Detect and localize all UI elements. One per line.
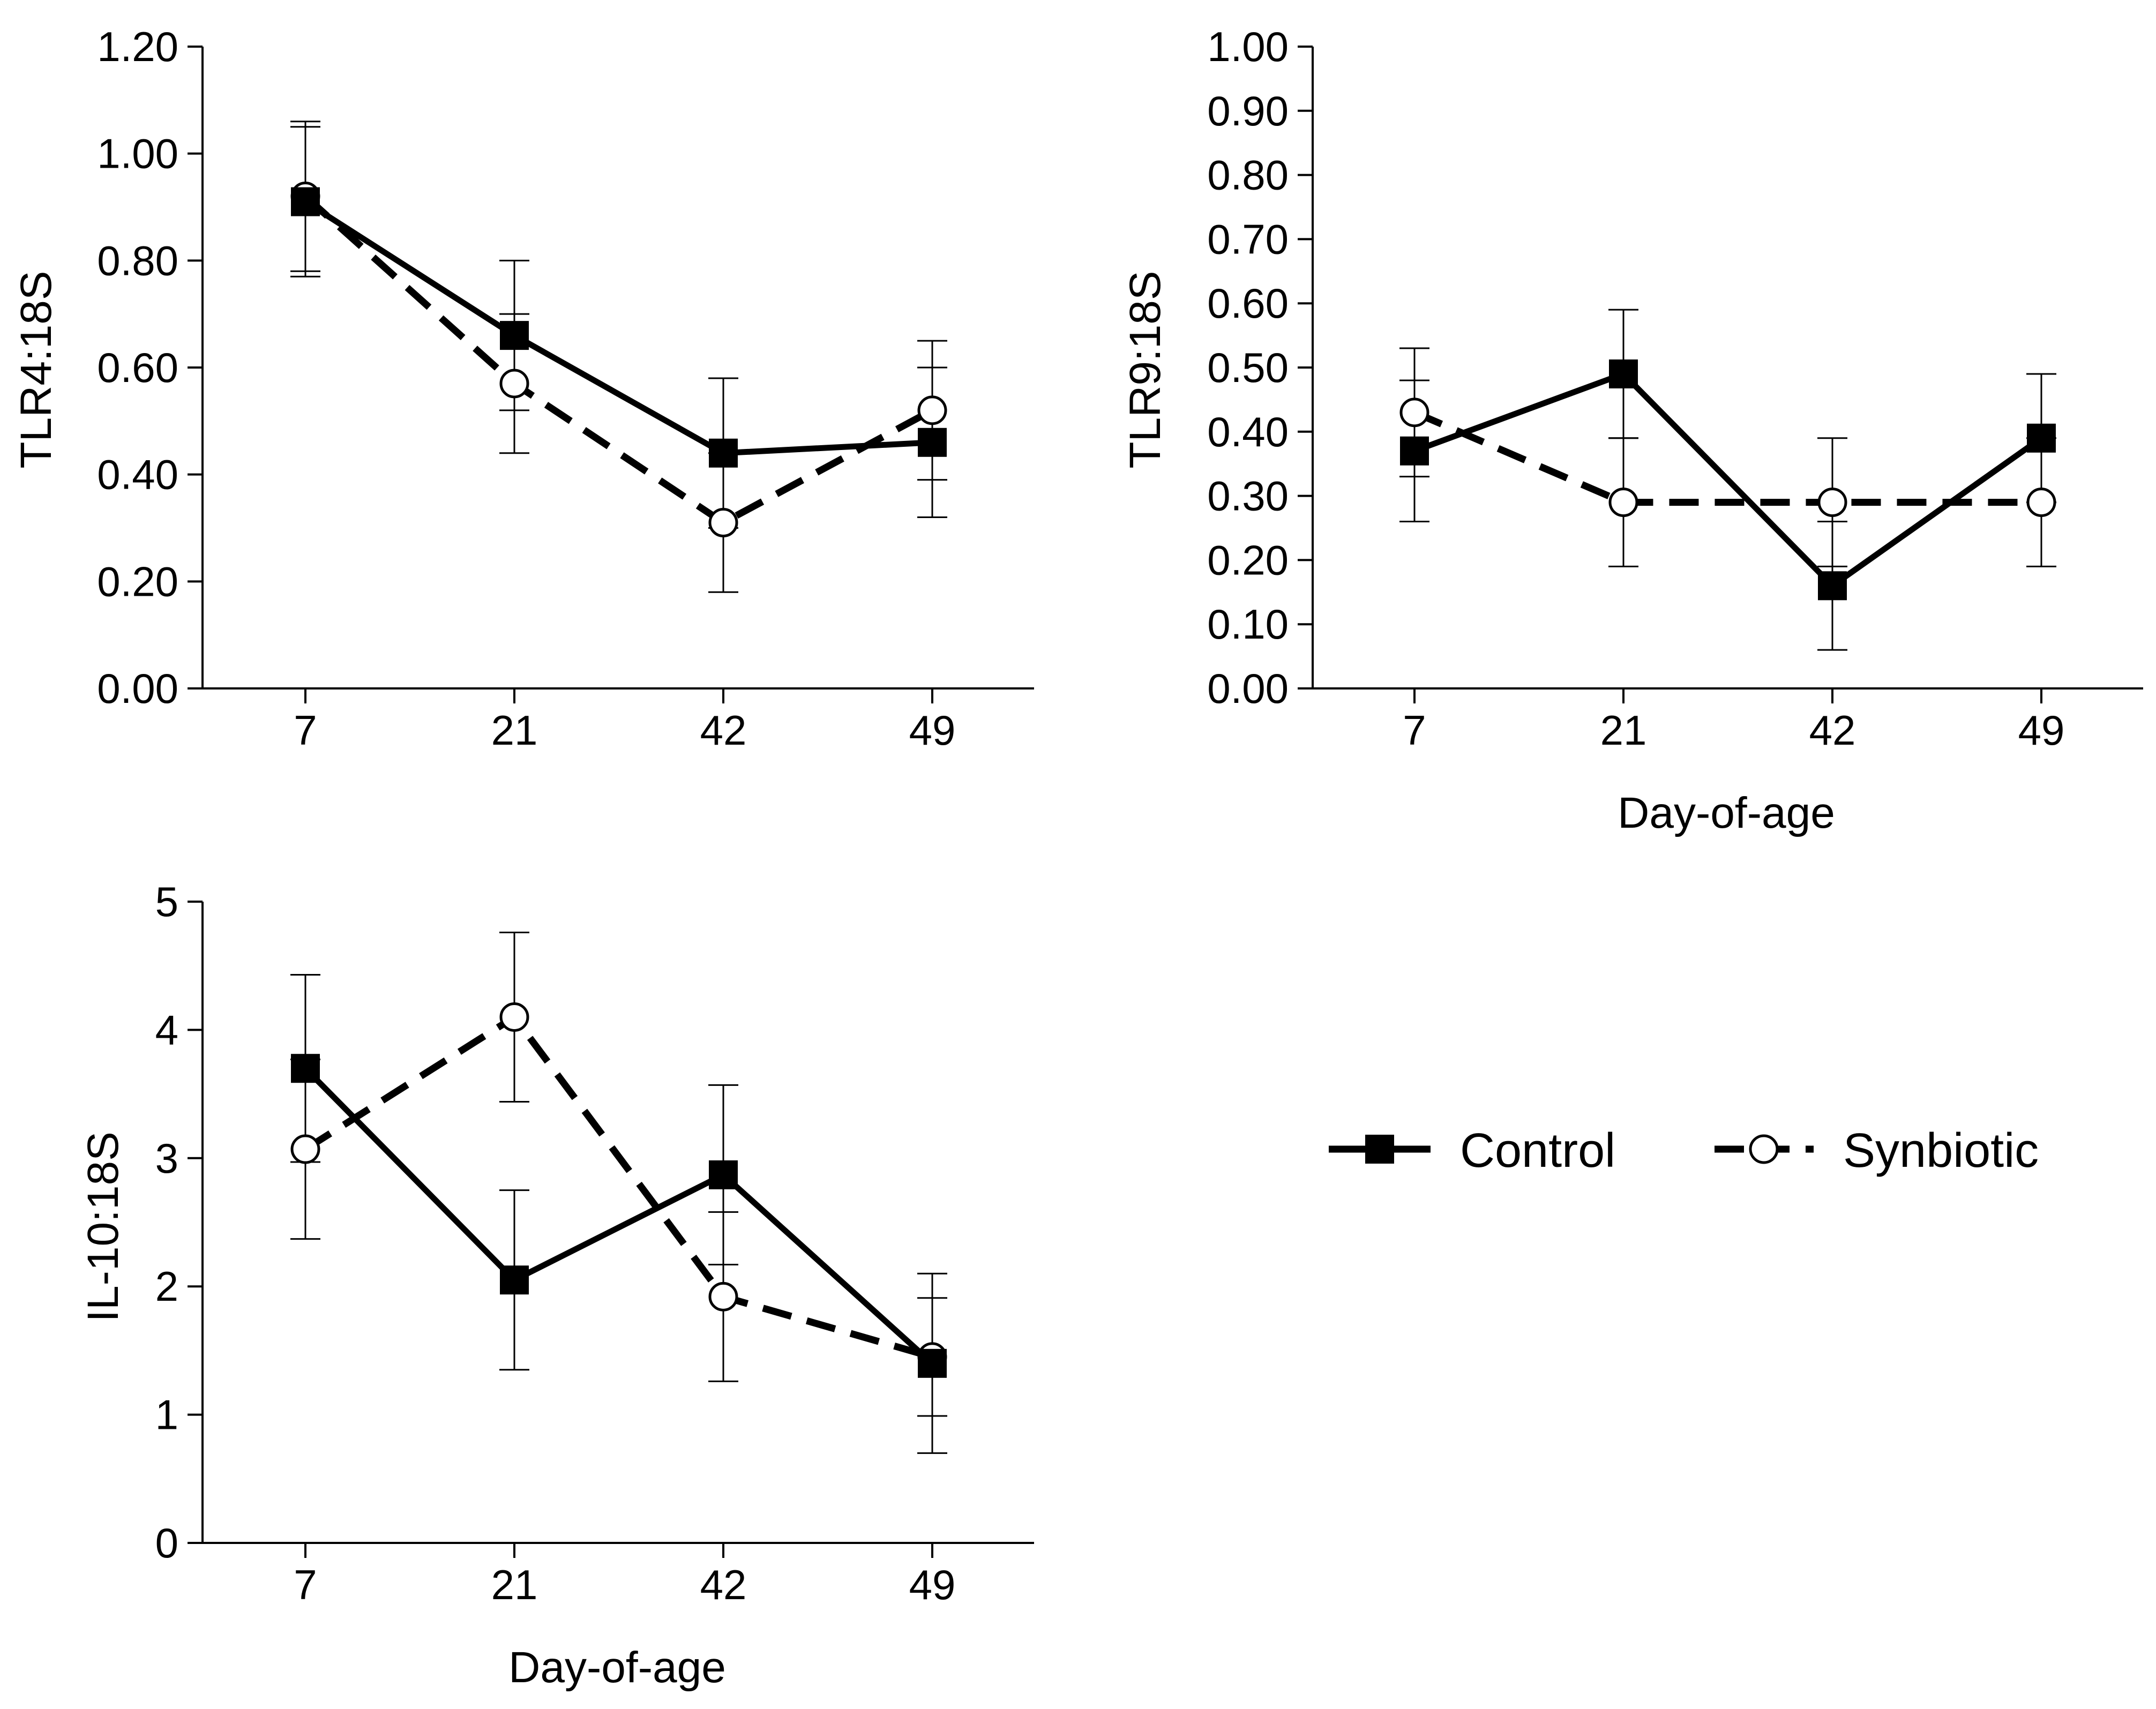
tlr4-axes: 0.00 0.20 0.40 0.60 0.80 1.00 1.20 7 21 42 49	[97, 23, 1034, 754]
il10-y-tick-label: 5	[155, 878, 178, 925]
tlr4-y-tick-label: 0.80	[97, 237, 178, 284]
tlr9-synbiotic-point	[1399, 398, 1429, 428]
tlr9-y-tick-label: 0.50	[1207, 344, 1289, 391]
legend-synbiotic-label: Synbiotic	[1843, 1124, 2039, 1178]
il10-control-point	[918, 1348, 947, 1378]
tlr4-x-tick-label: 42	[700, 707, 747, 754]
tlr9-y-tick-label: 0.40	[1207, 408, 1289, 455]
tlr9-y-tick-label: 0.80	[1207, 152, 1289, 199]
il10-synbiotic-point	[290, 1134, 320, 1164]
legend-control-marker	[1365, 1135, 1394, 1164]
il10-x-tick-label: 7	[294, 1561, 317, 1608]
tlr4-synbiotic-point	[708, 508, 738, 538]
tlr4-y-tick-label: 1.00	[97, 130, 178, 177]
tlr9-y-tick-label: 1.00	[1207, 23, 1289, 70]
tlr9-x-tick-label: 42	[1809, 707, 1856, 754]
il10-x-tick-label: 21	[491, 1561, 538, 1608]
tlr9-control-point	[1400, 436, 1429, 466]
tlr4-control-point	[291, 187, 320, 216]
tlr4-control-point	[500, 321, 529, 350]
il10-synbiotic-line	[303, 1012, 933, 1361]
tlr9-y-tick-label: 0.60	[1207, 280, 1289, 327]
tlr9-control-point	[2027, 423, 2056, 453]
tlr4-synbiotic-line	[303, 193, 934, 527]
il10-x-axis-title: Day-of-age	[508, 1643, 726, 1692]
tlr9-y-tick-label: 0.20	[1207, 536, 1289, 583]
tlr9-synbiotic-point	[1817, 488, 1847, 518]
il10-control-point	[291, 1054, 320, 1083]
tlr4-y-axis-title: TLR4:18S	[12, 271, 61, 468]
il10-synbiotic-point	[499, 1002, 529, 1032]
il10-y-tick-label: 2	[155, 1263, 178, 1310]
legend-control-label: Control	[1460, 1124, 1615, 1178]
tlr4-x-tick-label: 49	[909, 707, 956, 754]
tlr9-x-tick-label: 21	[1600, 707, 1647, 754]
legend-synbiotic-marker	[1749, 1134, 1779, 1164]
tlr9-control-point	[1818, 571, 1847, 601]
tlr9-y-axis-title: TLR9:18S	[1121, 271, 1170, 468]
tlr9-x-tick-label: 49	[2018, 707, 2065, 754]
tlr4-y-tick-label: 0.60	[97, 344, 178, 391]
tlr4-x-tick-label: 21	[491, 707, 538, 754]
tlr4-marks	[290, 121, 947, 593]
chart-legend: Control Synbiotic	[1329, 1124, 2039, 1178]
tlr4-chart-panel: 0.00 0.20 0.40 0.60 0.80 1.00 1.20 7 21 42 49 TLR4…	[12, 23, 1034, 754]
tlr4-y-tick-label: 1.20	[97, 23, 178, 70]
tlr4-x-tick-label: 7	[294, 707, 317, 754]
tlr4-y-tick-label: 0.40	[97, 451, 178, 498]
il10-control-point	[709, 1160, 738, 1189]
il10-marks	[290, 931, 947, 1454]
tlr9-y-tick-label: 0.70	[1207, 215, 1289, 263]
il10-axes: 0 1 2 3 4 5 7 21 42 49	[155, 878, 1034, 1608]
tlr4-control-point	[709, 438, 738, 468]
tlr9-axes: 0.00 0.10 0.20 0.30 0.40 0.50 0.60 0.70 0.80 0.90…	[1207, 23, 2143, 754]
tlr9-x-tick-label: 7	[1403, 707, 1426, 754]
il10-y-tick-label: 0	[155, 1519, 178, 1566]
tlr4-synbiotic-point	[917, 395, 947, 425]
il10-y-tick-label: 3	[155, 1135, 178, 1182]
il10-control-point	[500, 1265, 529, 1295]
il10-synbiotic-point	[708, 1281, 738, 1311]
il10-control-line	[303, 1066, 934, 1366]
tlr4-y-tick-label: 0.00	[97, 665, 178, 712]
il10-y-axis-title: IL-10:18S	[79, 1131, 128, 1322]
tlr9-control-line	[1413, 370, 2043, 590]
tlr9-marks	[1399, 309, 2056, 651]
tlr9-synbiotic-point	[2026, 488, 2056, 518]
tlr9-y-tick-label: 0.30	[1207, 473, 1289, 520]
tlr4-y-tick-label: 0.20	[97, 558, 178, 605]
tlr9-synbiotic-point	[1608, 488, 1638, 518]
tlr9-synbiotic-line	[1413, 409, 2041, 506]
tlr9-y-tick-label: 0.00	[1207, 665, 1289, 712]
tlr9-chart-panel: 0.00 0.10 0.20 0.30 0.40 0.50 0.60 0.70 0.80 0.90…	[1121, 23, 2143, 837]
tlr4-synbiotic-point	[499, 369, 529, 399]
il10-x-tick-label: 42	[700, 1561, 747, 1608]
tlr9-control-point	[1609, 359, 1638, 388]
tlr9-y-tick-label: 0.90	[1207, 87, 1289, 134]
tlr9-x-axis-title: Day-of-age	[1618, 789, 1835, 837]
tlr9-y-tick-label: 0.10	[1207, 601, 1289, 648]
il10-y-tick-label: 1	[155, 1391, 178, 1438]
il10-y-tick-label: 4	[155, 1006, 178, 1053]
il10-x-tick-label: 49	[909, 1561, 956, 1608]
tlr4-control-line	[304, 199, 933, 456]
tlr4-control-point	[918, 428, 947, 457]
il10-chart-panel: 0 1 2 3 4 5 7 21 42 49 IL-10:18S Day-of-age	[79, 878, 1034, 1692]
